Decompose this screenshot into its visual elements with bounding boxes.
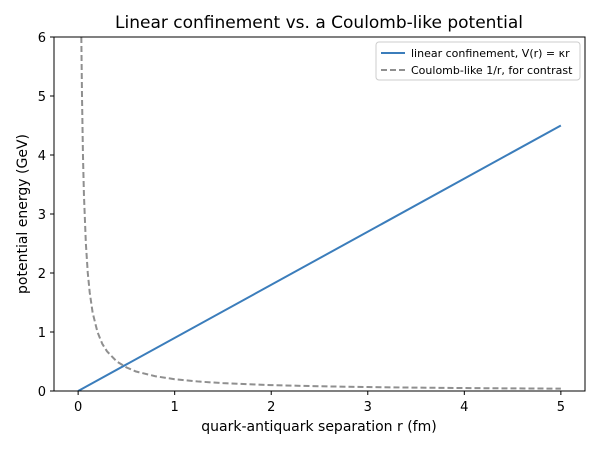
x-axis-label: quark-antiquark separation r (fm)	[201, 419, 436, 435]
y-tick-label: 1	[38, 326, 46, 341]
x-tick-label: 5	[557, 400, 565, 415]
legend-label: linear confinement, V(r) = κr	[411, 47, 570, 60]
y-tick-label: 6	[38, 31, 46, 46]
y-tick-label: 5	[38, 90, 46, 105]
series-line-linear-confinement	[77, 124, 562, 391]
series-line-coulomb-like	[80, 37, 561, 390]
x-axis: 0 1 2 3 4 5	[74, 391, 565, 415]
x-tick-label: 1	[171, 400, 179, 415]
y-axis-label: potential energy (GeV)	[15, 134, 31, 294]
x-tick-label: 2	[267, 400, 275, 415]
y-tick-label: 0	[38, 385, 46, 400]
y-axis: 0 1 2 3 4 5 6	[38, 31, 54, 400]
x-tick-label: 0	[74, 400, 82, 415]
y-tick-label: 4	[38, 149, 46, 164]
x-tick-label: 3	[364, 400, 372, 415]
y-tick-label: 2	[38, 267, 46, 282]
series-group	[77, 37, 562, 391]
legend: linear confinement, V(r) = κr Coulomb-lik…	[375, 41, 581, 81]
y-tick-label: 3	[38, 208, 46, 223]
legend-box	[375, 41, 581, 81]
x-tick-label: 4	[460, 400, 468, 415]
chart-title: Linear confinement vs. a Coulomb-like po…	[115, 13, 523, 33]
legend-label: Coulomb-like 1/r, for contrast	[411, 64, 573, 77]
